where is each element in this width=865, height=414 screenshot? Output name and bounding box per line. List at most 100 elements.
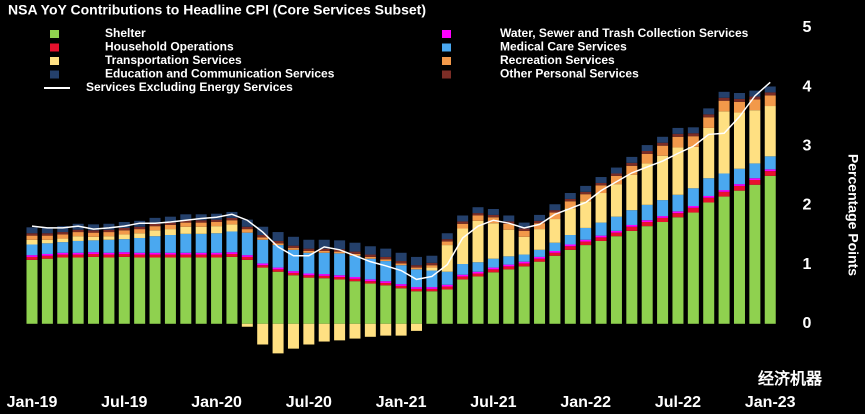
bar-segment	[41, 227, 53, 234]
bar-segment	[549, 210, 561, 213]
bar-segment	[195, 220, 207, 223]
bar-segment	[164, 222, 176, 225]
bar-segment	[457, 228, 469, 265]
bar-segment	[626, 224, 638, 227]
bar-segment	[226, 217, 238, 221]
x-tick-label: Jul-20	[286, 394, 332, 411]
bar-segment	[303, 251, 315, 253]
bar-segment	[272, 232, 284, 241]
bar-segment	[733, 101, 745, 113]
bar-segment	[487, 208, 499, 215]
bar-segment	[241, 226, 253, 230]
bar-segment	[411, 287, 422, 289]
bar-segment	[657, 142, 669, 146]
bar-segment	[57, 257, 69, 324]
bar-segment	[195, 214, 207, 221]
bar-segment	[672, 147, 684, 195]
bar-segment	[733, 190, 745, 324]
bar-segment	[703, 195, 715, 198]
x-tick-label: Jan-20	[191, 394, 242, 411]
bar-segment	[595, 240, 607, 324]
bar-segment	[149, 217, 161, 224]
bar-segment	[718, 173, 730, 191]
bar-segment	[426, 265, 438, 268]
legend-swatch	[442, 30, 451, 38]
bar-segment	[641, 226, 653, 324]
bar-segment	[334, 323, 346, 341]
bar-segment	[118, 256, 130, 324]
bar-segment	[149, 226, 161, 231]
bar-segment	[472, 271, 484, 274]
bar-segment	[287, 245, 299, 249]
bar-segment	[441, 286, 453, 290]
bar-segment	[349, 251, 361, 254]
bar-segment	[41, 243, 53, 254]
bar-segment	[334, 277, 346, 280]
bar-segment	[426, 270, 438, 288]
bar-segment	[180, 214, 192, 221]
bar-segment	[318, 275, 330, 279]
bar-segment	[534, 249, 546, 257]
bar-segment	[287, 271, 299, 273]
x-tick-label: Jan-23	[745, 394, 796, 411]
bar-segment	[487, 214, 499, 218]
bar-segment	[426, 288, 438, 292]
bar-segment	[733, 185, 745, 191]
bar-segment	[103, 223, 115, 230]
bar-segment	[672, 217, 684, 324]
bar-segment	[733, 168, 745, 185]
bar-segment	[580, 185, 592, 192]
bar-segment	[226, 231, 238, 253]
bar-segment	[641, 145, 653, 151]
bar-segment	[564, 201, 576, 209]
bar-segment	[41, 235, 53, 240]
bar-segment	[703, 202, 715, 324]
bar-segment	[441, 271, 453, 285]
bar-segment	[195, 252, 207, 255]
bar-segment	[672, 194, 684, 212]
bar-segment	[411, 288, 422, 292]
bar-segment	[441, 239, 453, 242]
bar-segment	[764, 86, 776, 93]
bar-segment	[580, 194, 592, 202]
bar-segment	[595, 185, 607, 194]
bar-segment	[72, 236, 84, 241]
y-tick-label: 3	[803, 137, 812, 154]
bar-segment	[88, 252, 100, 254]
bar-segment	[380, 281, 392, 283]
bar-segment	[441, 284, 453, 287]
bar-segment	[518, 261, 530, 264]
bar-segment	[41, 233, 53, 236]
bar-segment	[226, 253, 238, 257]
bar-segment	[749, 178, 761, 180]
bar-segment	[226, 256, 238, 324]
bar-segment	[349, 253, 361, 256]
bar-segment	[272, 240, 284, 244]
bar-segment	[211, 254, 223, 258]
bar-segment	[764, 175, 776, 324]
bar-segment	[610, 230, 622, 233]
bar-segment	[57, 232, 69, 235]
bar-segment	[549, 204, 561, 211]
bar-segment	[72, 257, 84, 324]
bar-segment	[457, 279, 469, 324]
bar-segment	[549, 252, 561, 256]
bar-segment	[457, 264, 469, 275]
bar-segment	[518, 228, 530, 231]
bar-segment	[749, 110, 761, 164]
bar-segment	[703, 127, 715, 179]
bar-segment	[180, 252, 192, 255]
bar-segment	[72, 232, 84, 237]
bar-segment	[257, 237, 269, 240]
bar-segment	[303, 277, 315, 324]
bar-segment	[211, 219, 223, 223]
bar-segment	[749, 163, 761, 179]
bar-segment	[26, 239, 38, 245]
bar-segment	[349, 277, 361, 279]
bar-segment	[610, 184, 622, 217]
bar-segment	[564, 244, 576, 247]
bar-segment	[180, 233, 192, 253]
y-axis-label: Percentage Points	[845, 154, 861, 276]
bar-segment	[764, 95, 776, 107]
bar-segment	[672, 133, 684, 137]
